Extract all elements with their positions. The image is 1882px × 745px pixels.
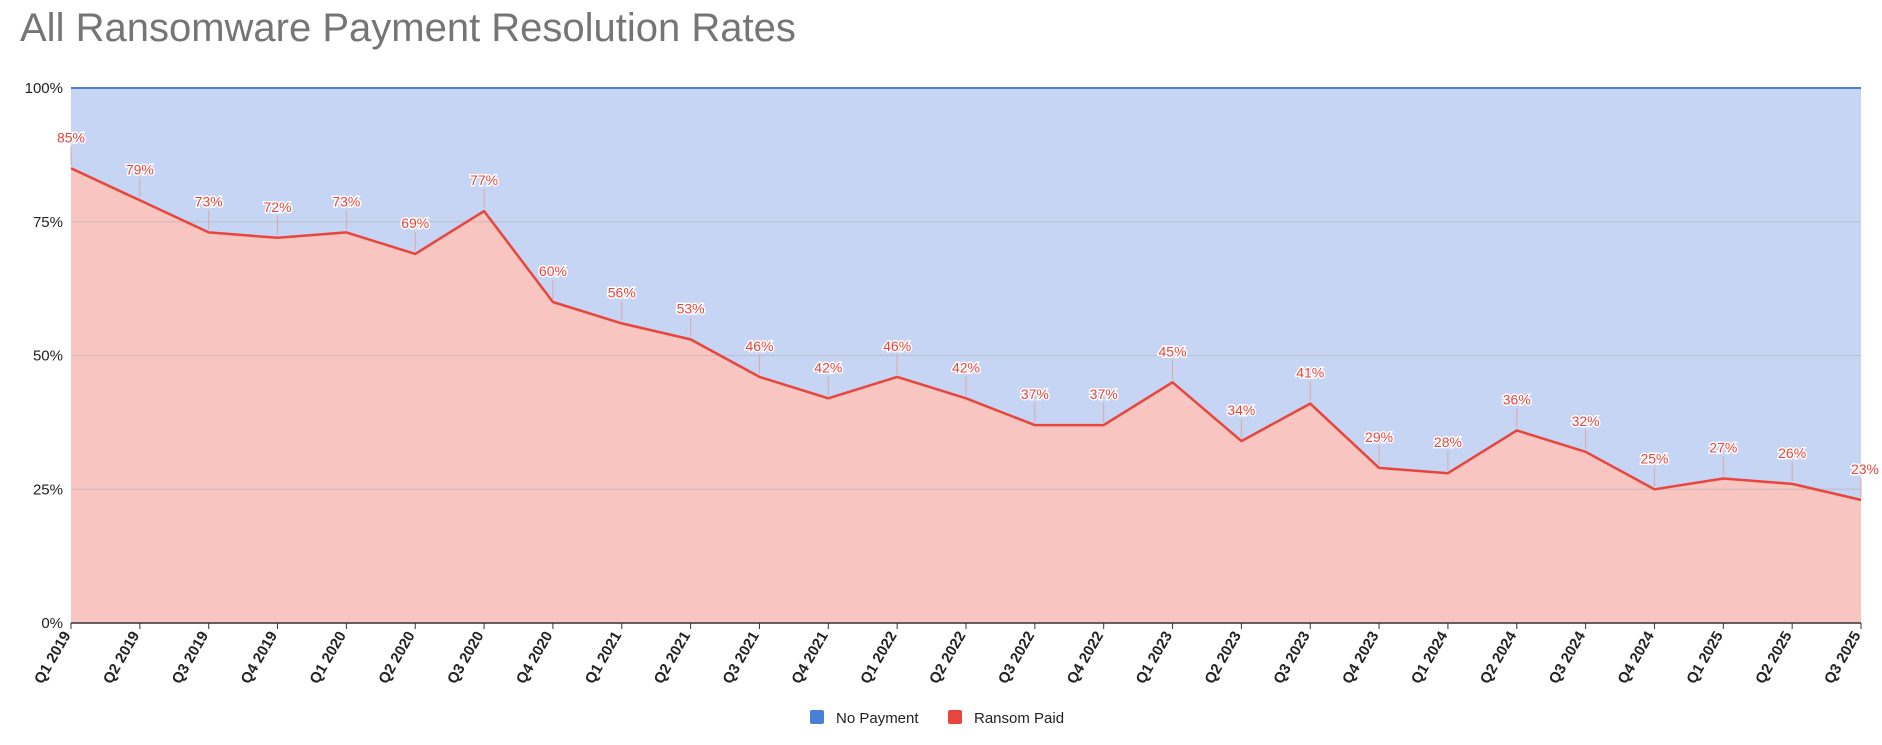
x-tick-label: Q2 2020 (375, 629, 418, 687)
legend-swatch (948, 710, 962, 724)
x-tick-label: Q2 2022 (926, 629, 969, 687)
y-tick-label: 100% (25, 80, 63, 97)
data-label: 28% (1434, 434, 1462, 450)
data-label: 42% (814, 359, 842, 375)
data-label: 37% (1021, 386, 1049, 402)
data-label: 45% (1159, 343, 1187, 359)
x-tick-label: Q3 2022 (995, 629, 1038, 687)
data-label: 23% (1851, 461, 1879, 477)
x-tick-label: Q4 2022 (1064, 629, 1107, 687)
gridlines (71, 87, 1861, 624)
chart-title: All Ransomware Payment Resolution Rates (20, 6, 796, 50)
y-tick-label: 75% (33, 214, 63, 231)
y-axis: 0% 25% 50% 75% 100% (25, 80, 63, 632)
x-tick-label: Q2 2025 (1752, 629, 1795, 687)
data-label: 42% (952, 359, 980, 375)
x-tick-label: Q3 2023 (1270, 629, 1313, 687)
data-labels: 85% 79% 73% 72% 73% 69% 77% 60% 56% 53% 46% 42% 46% 4… (55, 128, 1881, 497)
x-axis: Q1 2019 Q2 2019 Q3 2019 Q4 2019 Q1 2020 Q2 20… (31, 623, 1864, 687)
data-label: 46% (883, 338, 911, 354)
x-tick-label: Q1 2020 (306, 629, 349, 687)
legend-label: No Payment (836, 710, 919, 727)
data-label: 46% (745, 338, 773, 354)
x-tick-label: Q4 2019 (238, 629, 281, 687)
data-label: 29% (1365, 429, 1393, 445)
data-label: 25% (1640, 450, 1668, 466)
data-label: 85% (57, 129, 85, 145)
x-tick-label: Q4 2020 (513, 629, 556, 687)
x-tick-label: Q1 2022 (857, 629, 900, 687)
area-ransom-paid (71, 168, 1861, 624)
x-tick-label: Q1 2025 (1683, 629, 1726, 687)
data-label: 73% (332, 193, 360, 209)
data-label: 36% (1503, 391, 1531, 407)
x-tick-label: Q4 2021 (788, 629, 831, 687)
data-label: 60% (539, 263, 567, 279)
data-label: 41% (1296, 365, 1324, 381)
data-label: 53% (677, 300, 705, 316)
legend-swatch (810, 710, 824, 724)
x-tick-label: Q4 2024 (1614, 628, 1658, 687)
x-tick-label: Q1 2021 (582, 629, 625, 687)
x-tick-label: Q2 2024 (1477, 628, 1521, 687)
x-tick-label: Q2 2019 (100, 629, 143, 687)
x-tick-label: Q3 2019 (169, 629, 212, 687)
data-label: 37% (1090, 386, 1118, 402)
x-tick-label: Q3 2021 (719, 629, 762, 687)
x-tick-label: Q3 2024 (1546, 628, 1590, 687)
x-tick-label: Q3 2020 (444, 629, 487, 687)
x-tick-label: Q2 2021 (651, 629, 694, 687)
x-tick-label: Q1 2023 (1133, 629, 1176, 687)
x-tick-label: Q1 2019 (31, 629, 74, 687)
data-label: 77% (470, 172, 498, 188)
data-label: 56% (608, 284, 636, 300)
y-tick-label: 25% (33, 481, 63, 498)
data-label: 73% (195, 193, 223, 209)
data-label: 79% (126, 161, 154, 177)
data-label: 27% (1709, 440, 1737, 456)
y-tick-label: 50% (33, 348, 63, 365)
legend: No Payment Ransom Paid (810, 710, 1064, 727)
data-label: 32% (1572, 413, 1600, 429)
data-label: 69% (401, 215, 429, 231)
x-tick-label: Q3 2025 (1821, 629, 1864, 687)
data-label: 34% (1227, 402, 1255, 418)
data-label: 72% (264, 199, 292, 215)
x-tick-label: Q2 2023 (1201, 629, 1244, 687)
data-label: 26% (1778, 445, 1806, 461)
series-line-layer (70, 167, 1862, 502)
y-tick-label: 0% (41, 615, 63, 632)
x-tick-label: Q1 2024 (1408, 628, 1452, 687)
legend-label: Ransom Paid (974, 710, 1064, 727)
series-line-ransom-paid (70, 167, 1862, 502)
x-tick-label: Q4 2023 (1339, 629, 1382, 687)
